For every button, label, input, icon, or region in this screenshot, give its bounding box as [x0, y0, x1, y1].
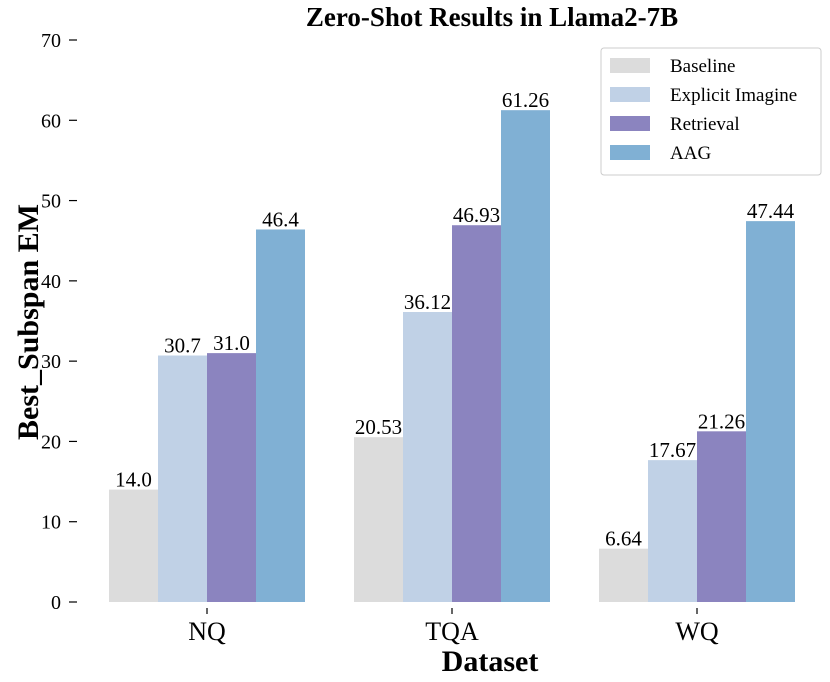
- data-label: 17.67: [649, 438, 696, 462]
- bar-tqa-retrieval: [452, 225, 501, 602]
- legend: Baseline Explicit Imagine Retrieval AAG: [600, 47, 822, 176]
- y-axis-label: Best_Subspan EM: [12, 204, 45, 440]
- data-label: 36.12: [404, 290, 451, 314]
- data-label: 46.4: [262, 207, 299, 231]
- y-tick-label: 30: [41, 351, 61, 373]
- legend-swatch-explicit-imagine: [610, 87, 650, 102]
- data-label: 61.26: [502, 88, 549, 112]
- y-axis: 0 10 20 30 40 50 60 70: [41, 30, 77, 614]
- legend-swatch-baseline: [610, 58, 650, 73]
- bar-nq-retrieval: [207, 353, 256, 602]
- y-tick-label: 40: [41, 271, 61, 293]
- legend-label: Baseline: [670, 56, 735, 77]
- bar-tqa-explicit-imagine: [403, 312, 452, 602]
- y-tick-label: 60: [41, 110, 61, 132]
- data-label: 46.93: [453, 203, 500, 227]
- data-label: 47.44: [747, 199, 795, 223]
- data-labels: 14.0 30.7 31.0 46.4 20.53 36.12 46.93 61.26 6.64…: [115, 88, 795, 551]
- data-label: 14.0: [115, 468, 152, 492]
- bar-wq-aag: [746, 221, 795, 602]
- bar-tqa-baseline: [354, 437, 403, 602]
- bar-wq-explicit-imagine: [648, 460, 697, 602]
- y-tick-label: 50: [41, 191, 61, 213]
- y-tick-label: 0: [51, 592, 61, 614]
- data-label: 30.7: [164, 334, 201, 358]
- data-label: 21.26: [698, 409, 745, 433]
- legend-label: Retrieval: [670, 114, 740, 135]
- bar-wq-retrieval: [697, 431, 746, 602]
- bar-wq-baseline: [599, 548, 648, 602]
- y-tick-label: 70: [41, 30, 61, 52]
- legend-label: Explicit Imagine: [670, 85, 797, 106]
- y-tick-label: 20: [41, 431, 61, 453]
- x-tick-label: TQA: [425, 617, 479, 646]
- bars: [109, 110, 795, 603]
- y-tick-label: 10: [41, 512, 61, 534]
- legend-swatch-aag: [610, 145, 650, 160]
- data-label: 6.64: [605, 527, 642, 551]
- x-tick-label: WQ: [675, 617, 719, 646]
- data-label: 31.0: [213, 331, 250, 355]
- legend-swatch-retrieval: [610, 116, 650, 131]
- bar-tqa-aag: [501, 110, 550, 603]
- legend-label: AAG: [670, 143, 711, 164]
- data-label: 20.53: [355, 415, 402, 439]
- bar-nq-aag: [256, 229, 305, 602]
- chart-title: Zero-Shot Results in Llama2-7B: [306, 2, 678, 32]
- x-tick-label: NQ: [188, 617, 226, 646]
- bar-nq-explicit-imagine: [158, 355, 207, 602]
- legend-frame: [600, 47, 822, 176]
- x-axis-label: Dataset: [442, 645, 539, 678]
- x-axis: NQ TQA WQ: [188, 608, 719, 646]
- bar-nq-baseline: [109, 489, 158, 602]
